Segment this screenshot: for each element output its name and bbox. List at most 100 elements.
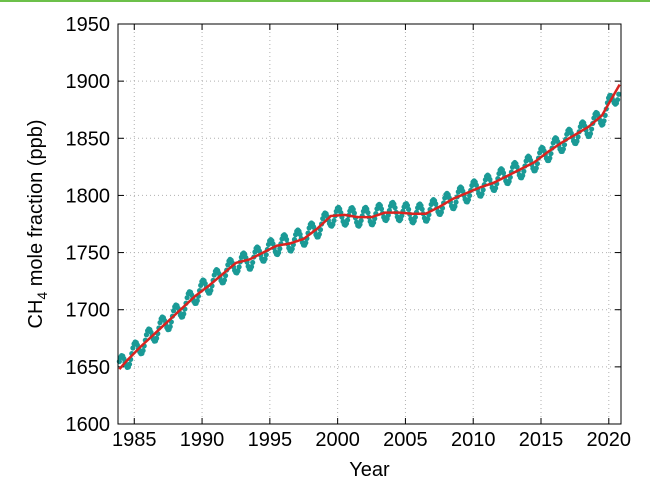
- plot-frame: [117, 23, 622, 425]
- monthly-point: [263, 252, 269, 258]
- monthly-point: [575, 134, 581, 140]
- monthly-point: [405, 206, 412, 212]
- monthly-point: [221, 277, 228, 283]
- grid-lines: [118, 24, 621, 424]
- monthly-point: [378, 206, 385, 212]
- monthly-point: [555, 138, 561, 145]
- y-axis-title-main: CH: [25, 300, 47, 329]
- monthly-point: [236, 264, 242, 270]
- monthly-point: [181, 311, 187, 317]
- monthly-point: [154, 335, 160, 341]
- monthly-point: [289, 246, 295, 252]
- x-tick-label: 2020: [587, 429, 632, 451]
- top-accent-rule: [0, 0, 650, 2]
- monthly-point: [425, 216, 431, 222]
- y-tick-label: 1850: [66, 128, 111, 150]
- y-tick-label: 1950: [66, 14, 111, 36]
- monthly-point: [277, 246, 283, 252]
- x-axis-ticks: 1985 1990 1995 2000 2005 2010 2015 2020: [112, 24, 631, 451]
- y-tick-label: 1700: [66, 300, 111, 322]
- x-tick-label: 2015: [519, 429, 564, 451]
- monthly-point: [126, 361, 133, 367]
- monthly-point: [143, 332, 150, 338]
- monthly-point: [351, 210, 357, 216]
- monthly-point: [140, 348, 146, 354]
- monthly-point: [316, 231, 322, 237]
- monthly-point: [370, 220, 377, 226]
- monthly-point: [492, 185, 499, 191]
- monthly-point: [460, 188, 466, 194]
- x-tick-label: 1985: [112, 429, 157, 451]
- trend-line: [118, 83, 621, 370]
- monthly-point: [385, 212, 391, 218]
- y-tick-label: 1750: [66, 243, 111, 265]
- monthly-point: [520, 172, 526, 179]
- monthly-point: [521, 168, 527, 174]
- monthly-point: [473, 182, 479, 188]
- y-axis-title-subscript: 4: [34, 292, 50, 300]
- monthly-point: [453, 199, 459, 205]
- monthly-point: [514, 164, 520, 170]
- monthly-point: [184, 295, 190, 301]
- monthly-point: [167, 324, 173, 330]
- monthly-point: [297, 231, 303, 237]
- y-axis-title: CH4 mole fraction (ppb): [25, 120, 50, 329]
- monthly-point: [320, 216, 326, 222]
- monthly-point: [479, 191, 485, 197]
- monthly-point: [399, 213, 405, 219]
- monthly-point: [235, 268, 241, 274]
- monthly-point: [392, 205, 398, 211]
- y-tick-label: 1800: [66, 185, 111, 207]
- monthly-point: [344, 217, 351, 223]
- monthly-series: [116, 91, 622, 371]
- y-tick-label: 1650: [66, 357, 111, 379]
- monthly-point: [303, 240, 309, 246]
- monthly-point: [500, 170, 507, 176]
- x-tick-label: 2005: [383, 429, 428, 451]
- monthly-point: [276, 250, 282, 256]
- y-tick-label: 1600: [66, 414, 111, 436]
- monthly-point: [465, 197, 472, 203]
- monthly-point: [487, 176, 493, 183]
- monthly-point: [170, 308, 177, 314]
- monthly-point: [528, 157, 534, 163]
- monthly-point: [568, 130, 574, 136]
- monthly-point: [547, 155, 553, 161]
- y-axis-ticks: 1600 1650 1700 1750 1800 1850 1900 1950: [66, 14, 621, 436]
- monthly-point: [438, 209, 444, 215]
- monthly-point: [419, 206, 425, 212]
- monthly-point: [311, 224, 317, 230]
- monthly-point: [433, 201, 439, 207]
- monthly-point: [533, 165, 539, 171]
- monthly-point: [331, 217, 337, 224]
- y-tick-label: 1900: [66, 71, 111, 93]
- x-tick-label: 1990: [180, 429, 225, 451]
- monthly-point: [208, 287, 214, 294]
- monthly-point: [601, 118, 607, 124]
- monthly-point: [574, 138, 580, 144]
- monthly-point: [412, 214, 418, 220]
- x-tick-label: 2000: [315, 429, 360, 451]
- monthly-point: [452, 203, 458, 209]
- monthly-point: [591, 115, 597, 121]
- x-tick-label: 1995: [248, 429, 293, 451]
- monthly-point: [506, 178, 512, 184]
- monthly-point: [560, 146, 566, 152]
- monthly-point: [548, 150, 554, 157]
- monthly-point: [561, 142, 568, 148]
- monthly-point: [587, 131, 594, 137]
- monthly-point: [365, 209, 371, 216]
- monthly-point: [130, 345, 136, 351]
- monthly-point: [589, 126, 595, 132]
- monthly-point: [467, 192, 473, 199]
- monthly-point: [283, 236, 290, 243]
- monthly-point: [480, 187, 486, 193]
- y-axis-title-rest: mole fraction (ppb): [25, 120, 47, 292]
- x-tick-label: 2010: [451, 429, 496, 451]
- monthly-point: [262, 256, 268, 262]
- monthly-point: [256, 248, 263, 254]
- monthly-point: [157, 320, 163, 326]
- monthly-point: [250, 259, 256, 266]
- monthly-point: [358, 217, 364, 224]
